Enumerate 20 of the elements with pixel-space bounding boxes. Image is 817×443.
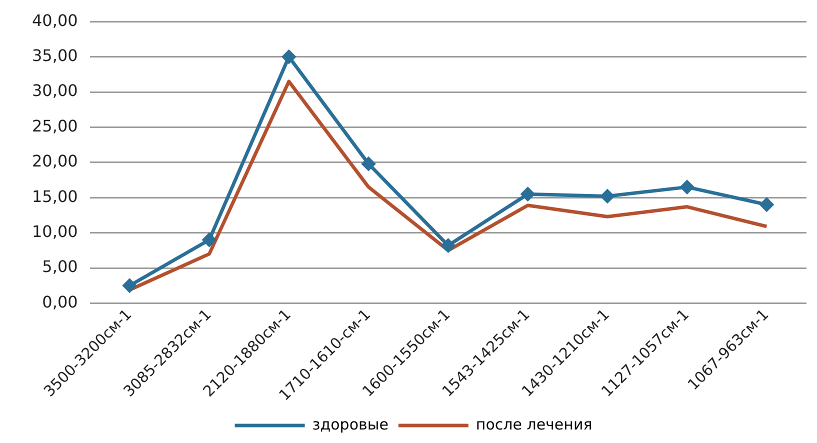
point bbox=[521, 187, 535, 201]
point bbox=[760, 198, 774, 212]
point bbox=[202, 233, 216, 247]
point bbox=[441, 238, 455, 252]
y-tick-label: 30,00 bbox=[32, 81, 78, 100]
point bbox=[282, 50, 296, 64]
legend-label: после лечения bbox=[476, 415, 592, 434]
legend-label: здоровые bbox=[312, 415, 388, 434]
y-tick-label: 40,00 bbox=[32, 10, 78, 30]
point bbox=[362, 157, 376, 171]
y-tick-label: 10,00 bbox=[32, 222, 78, 241]
y-tick-label: 15,00 bbox=[32, 186, 78, 206]
y-tick-label: 35,00 bbox=[32, 46, 78, 65]
y-tick-label: 0,00 bbox=[42, 292, 78, 312]
point bbox=[122, 278, 136, 292]
y-tick-label: 25,00 bbox=[32, 116, 78, 136]
point bbox=[680, 180, 694, 194]
y-tick-label: 5,00 bbox=[42, 257, 78, 276]
point bbox=[600, 189, 614, 203]
y-tick-label: 20,00 bbox=[32, 152, 78, 171]
